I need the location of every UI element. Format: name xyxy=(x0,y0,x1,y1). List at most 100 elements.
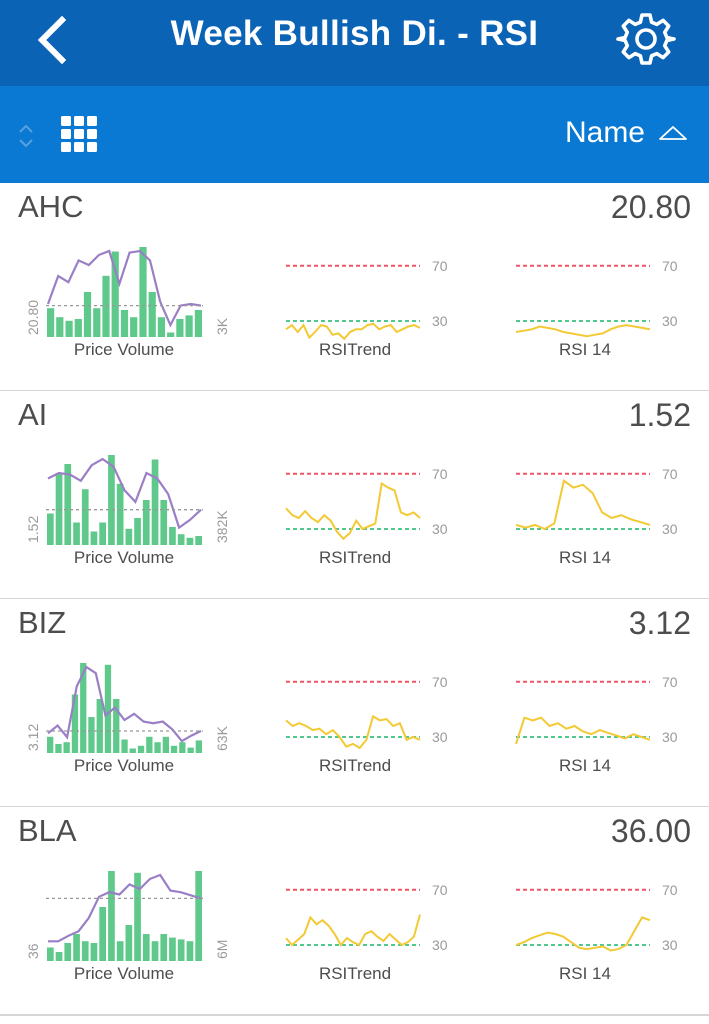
stock-symbol: BIZ xyxy=(18,605,67,640)
volume-bar xyxy=(160,934,168,961)
volume-bar xyxy=(74,319,82,337)
price-volume-chart: 1.52 382K xyxy=(25,455,230,545)
price-volume-chart: 36 6M xyxy=(25,871,230,961)
rsi14-chart: 70 30 xyxy=(515,882,678,953)
volume-bar xyxy=(73,522,80,545)
rsi-lower-label: 30 xyxy=(432,521,448,537)
volume-bar xyxy=(99,522,106,545)
rsi-lower-label: 30 xyxy=(662,937,678,953)
volume-bar xyxy=(187,747,194,753)
settings-button[interactable] xyxy=(616,9,676,69)
volume-bar xyxy=(104,664,112,753)
rsi-line xyxy=(515,324,651,338)
rsi-trend-chart: 70 30 xyxy=(285,882,448,953)
volume-bar xyxy=(148,292,156,337)
volume-bar xyxy=(73,934,80,961)
volume-bar xyxy=(160,500,168,545)
volume-axis-label: 3K xyxy=(214,317,230,335)
volume-bar xyxy=(64,464,72,545)
volume-bar xyxy=(90,531,98,545)
price-volume-caption: Price Volume xyxy=(73,340,175,359)
volume-bar xyxy=(130,317,138,337)
gear-icon xyxy=(616,13,676,65)
volume-bar xyxy=(121,739,128,753)
rsi-upper-label: 70 xyxy=(432,882,448,898)
volume-bar xyxy=(55,744,62,753)
rsi14-chart: 70 30 xyxy=(515,466,678,537)
rsi-line xyxy=(285,481,421,541)
rsi-upper-label: 70 xyxy=(432,466,448,482)
rsi-upper-label: 70 xyxy=(662,466,678,482)
volume-bar xyxy=(151,459,159,545)
price-volume-chart: 3.12 63K xyxy=(25,663,230,753)
price-axis-label: 36 xyxy=(25,943,41,959)
rsi-line xyxy=(285,914,421,947)
volume-bar xyxy=(179,742,186,753)
rsi14-caption: RSI 14 xyxy=(559,756,611,775)
rsi-trend-caption: RSITrend xyxy=(318,548,392,567)
volume-bar xyxy=(116,941,124,961)
volume-bar xyxy=(170,745,178,753)
rsi-line xyxy=(515,916,651,952)
volume-bar xyxy=(154,742,161,753)
volume-bar xyxy=(134,518,141,545)
volume-bar xyxy=(125,528,133,545)
chevron-left-icon xyxy=(37,15,67,65)
stock-price: 3.12 xyxy=(628,605,691,641)
volume-bar xyxy=(186,941,194,961)
price-volume-caption: Price Volume xyxy=(73,964,175,983)
sort-order-button[interactable] xyxy=(15,121,37,151)
volume-bar xyxy=(55,473,63,545)
volume-bar xyxy=(56,317,64,337)
sort-direction-button[interactable] xyxy=(658,125,688,141)
rsi14-chart: 70 30 xyxy=(515,258,678,338)
volume-bar xyxy=(139,247,147,337)
volume-bar xyxy=(177,534,185,545)
price-volume-caption: Price Volume xyxy=(73,756,175,775)
volume-bar xyxy=(90,943,98,961)
volume-bar xyxy=(47,947,54,961)
volume-bar xyxy=(65,320,73,337)
back-button[interactable] xyxy=(28,10,78,70)
price-axis-label: 1.52 xyxy=(25,516,41,543)
stock-row[interactable]: BLA 36.00 36 6M 70 30 70 30 Price Volume RSITrend… xyxy=(0,807,709,1016)
volume-bar xyxy=(194,310,202,337)
page-title: Week Bullish Di. - RSI xyxy=(170,14,539,53)
volume-bar xyxy=(102,275,110,337)
rsi-trend-chart: 70 30 xyxy=(285,466,448,541)
price-line xyxy=(46,249,202,328)
volume-axis-label: 382K xyxy=(214,510,230,543)
stock-row[interactable]: AHC 20.80 20.80 3K 70 30 70 30 Price Volume RSITr… xyxy=(0,183,709,392)
volume-bar xyxy=(81,489,89,545)
volume-axis-label: 6M xyxy=(214,940,230,959)
volume-bar xyxy=(120,310,129,337)
volume-axis-label: 63K xyxy=(214,725,230,751)
stock-symbol: AHC xyxy=(18,189,84,224)
volume-bar xyxy=(55,952,63,961)
price-volume-caption: Price Volume xyxy=(73,548,175,567)
volume-bar xyxy=(142,500,150,545)
volume-bar xyxy=(185,315,193,337)
volume-bar xyxy=(108,871,115,961)
sort-field-button[interactable]: Name xyxy=(564,116,645,149)
stock-row[interactable]: AI 1.52 1.52 382K 70 30 70 30 Price Volume RSITre… xyxy=(0,391,709,600)
volume-bar xyxy=(47,736,54,753)
volume-bar xyxy=(142,934,150,961)
rsi-upper-label: 70 xyxy=(432,674,448,690)
volume-bar xyxy=(146,736,153,753)
stock-price: 36.00 xyxy=(610,813,691,849)
rsi14-caption: RSI 14 xyxy=(559,964,611,983)
rsi-line xyxy=(515,716,651,745)
rsi-upper-label: 70 xyxy=(662,882,678,898)
volume-bar xyxy=(96,699,103,753)
triangle-up-icon xyxy=(659,126,687,140)
rsi-lower-label: 30 xyxy=(432,937,448,953)
volume-bar xyxy=(176,319,184,337)
volume-bar xyxy=(93,308,101,337)
stock-symbol: BLA xyxy=(18,813,77,848)
stock-row[interactable]: BIZ 3.12 3.12 63K 70 30 70 30 Price Volume RSITre… xyxy=(0,599,709,808)
grid-view-button[interactable] xyxy=(60,115,100,155)
stock-price: 1.52 xyxy=(628,397,691,433)
volume-bar xyxy=(195,740,202,753)
volume-bar xyxy=(47,308,55,337)
